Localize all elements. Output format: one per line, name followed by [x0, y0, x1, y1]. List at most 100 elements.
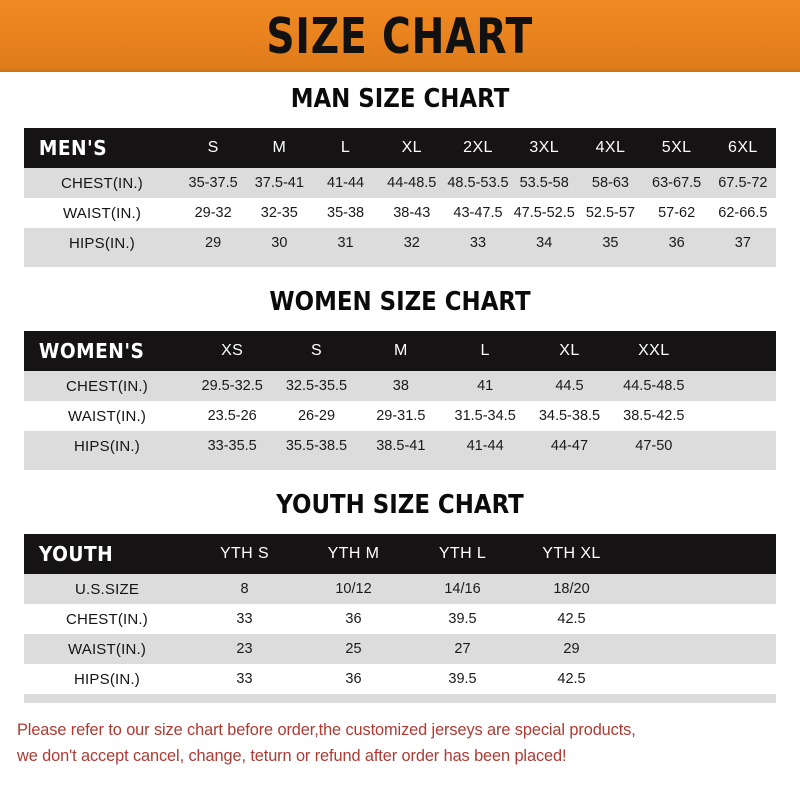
women-cell-0-3: 41: [477, 378, 494, 394]
men-cell-0-2: 41-44: [327, 175, 365, 191]
men-cell-2-6: 35: [602, 235, 619, 251]
women-row-label-0: CHEST(IN.): [66, 377, 148, 395]
youth-cell-0-4: [626, 574, 776, 604]
men-size-chart: MEN'S S M L XL 2XL 3XL 4XL 5XL 6XL CHEST…: [24, 128, 776, 267]
men-row-label-1: WAIST(IN.): [62, 204, 142, 222]
men-cell-1-5: 47.5-52.5: [513, 205, 575, 221]
table-row: CHEST(IN.) 29.5-32.5 32.5-35.5 38 41 44.…: [24, 371, 776, 401]
youth-cell-1-0: 33: [236, 611, 253, 627]
women-table-header: WOMEN'S XS S M L XL XXL: [24, 331, 776, 371]
women-table-bottom-strip: [24, 461, 776, 470]
men-cell-0-7: 63-67.5: [652, 175, 702, 191]
men-cell-1-0: 29-32: [194, 205, 232, 221]
youth-table-bottom-strip: [24, 694, 776, 703]
men-row-label-0: CHEST(IN.): [61, 174, 143, 192]
youth-size-col-1: YTH M: [327, 545, 380, 562]
youth-header-label: YOUTH: [38, 542, 114, 566]
youth-cell-1-2: 39.5: [448, 611, 477, 627]
women-size-col-2: M: [393, 342, 408, 359]
table-header-row: MEN'S S M L XL 2XL 3XL 4XL 5XL 6XL: [24, 128, 776, 168]
disclaimer-line-1: Please refer to our size chart before or…: [17, 721, 636, 739]
youth-size-col-3: YTH XL: [542, 545, 601, 562]
size-chart-banner: SIZE CHART: [0, 0, 800, 72]
women-cell-2-5: 47-50: [635, 438, 673, 454]
table-row: CHEST(IN.) 33 36 39.5 42.5: [24, 604, 776, 634]
women-cell-0-2: 38: [392, 378, 409, 394]
table-row: U.S.SIZE 8 10/12 14/16 18/20: [24, 574, 776, 604]
men-cell-1-8: 62-66.5: [718, 205, 768, 221]
men-cell-1-2: 35-38: [327, 205, 365, 221]
youth-cell-2-1: 25: [345, 641, 362, 657]
youth-size-table: YOUTH YTH S YTH M YTH L YTH XL U.S.SIZE …: [24, 534, 776, 694]
men-cell-2-4: 33: [469, 235, 487, 251]
table-header-row: WOMEN'S XS S M L XL XXL: [24, 331, 776, 371]
men-size-col-3: XL: [401, 139, 422, 156]
table-row: WAIST(IN.) 29-32 32-35 35-38 38-43 43-47…: [24, 198, 776, 228]
men-cell-0-1: 37.5-41: [254, 175, 304, 191]
men-cell-2-1: 30: [271, 235, 288, 251]
men-cell-0-5: 53.5-58: [519, 175, 569, 191]
table-row: HIPS(IN.) 29 30 31 32 33 34 35 36 37: [24, 228, 776, 258]
table-row: WAIST(IN.) 23.5-26 26-29 29-31.5 31.5-34…: [24, 401, 776, 431]
youth-cell-2-0: 23: [236, 641, 253, 657]
women-size-col-1: S: [310, 342, 323, 359]
men-cell-2-5: 34: [536, 235, 553, 251]
men-header-label: MEN'S: [38, 136, 108, 160]
youth-cell-2-4: [626, 634, 776, 664]
table-row: CHEST(IN.) 35-37.5 37.5-41 41-44 44-48.5…: [24, 168, 776, 198]
youth-row-label-2: WAIST(IN.): [67, 640, 147, 658]
women-size-col-4: XL: [559, 342, 580, 359]
women-cell-0-1: 32.5-35.5: [285, 378, 348, 394]
women-row-label-2: HIPS(IN.): [74, 437, 140, 455]
youth-cell-1-3: 42.5: [557, 611, 586, 627]
youth-size-col-2: YTH L: [438, 545, 487, 562]
men-size-col-1: M: [272, 139, 287, 156]
women-cell-1-2: 29-31.5: [376, 408, 426, 424]
youth-table-body: U.S.SIZE 8 10/12 14/16 18/20 CHEST(IN.) …: [24, 574, 776, 694]
women-cell-0-5: 44.5-48.5: [623, 378, 685, 394]
women-size-col-6: [696, 331, 776, 371]
men-cell-2-0: 29: [205, 235, 222, 251]
men-cell-1-7: 57-62: [658, 205, 696, 221]
men-row-label-2: HIPS(IN.): [69, 234, 135, 252]
youth-cell-2-3: 29: [563, 641, 580, 657]
men-cell-0-4: 48.5-53.5: [447, 175, 509, 191]
disclaimer-line-2: we don't accept cancel, change, teturn o…: [17, 747, 567, 765]
youth-cell-2-2: 27: [454, 641, 471, 657]
men-size-col-0: S: [207, 139, 219, 156]
women-cell-2-2: 38.5-41: [376, 438, 426, 454]
section-title-youth: YOUTH SIZE CHART: [276, 490, 524, 520]
youth-cell-0-1: 10/12: [335, 581, 372, 597]
men-cell-2-3: 32: [403, 235, 420, 251]
men-size-col-5: 3XL: [529, 139, 560, 156]
men-table-body: CHEST(IN.) 35-37.5 37.5-41 41-44 44-48.5…: [24, 168, 776, 258]
men-size-col-4: 2XL: [463, 139, 493, 156]
women-table-body: CHEST(IN.) 29.5-32.5 32.5-35.5 38 41 44.…: [24, 371, 776, 461]
women-cell-1-4: 34.5-38.5: [538, 408, 601, 424]
women-cell-1-6: [696, 401, 776, 431]
men-cell-2-2: 31: [337, 235, 354, 251]
men-size-col-7: 5XL: [661, 139, 692, 156]
men-cell-0-0: 35-37.5: [188, 175, 238, 191]
men-table-bottom-strip: [24, 258, 776, 267]
section-title-women: WOMEN SIZE CHART: [269, 287, 531, 317]
youth-row-label-1: CHEST(IN.): [66, 610, 148, 628]
men-size-table: MEN'S S M L XL 2XL 3XL 4XL 5XL 6XL CHEST…: [24, 128, 776, 258]
table-row: HIPS(IN.) 33-35.5 35.5-38.5 38.5-41 41-4…: [24, 431, 776, 461]
women-cell-1-1: 26-29: [297, 408, 336, 424]
table-header-row: YOUTH YTH S YTH M YTH L YTH XL: [24, 534, 776, 574]
women-cell-2-4: 44-47: [550, 438, 589, 454]
women-cell-0-6: [696, 371, 776, 401]
women-cell-1-3: 31.5-34.5: [454, 408, 516, 424]
women-size-chart: WOMEN'S XS S M L XL XXL CHEST(IN.) 29.5-…: [24, 331, 776, 470]
youth-cell-1-1: 36: [345, 611, 362, 627]
youth-cell-3-2: 39.5: [448, 671, 477, 687]
men-size-col-6: 4XL: [595, 139, 626, 156]
youth-size-chart: YOUTH YTH S YTH M YTH L YTH XL U.S.SIZE …: [24, 534, 776, 703]
youth-cell-0-3: 18/20: [553, 581, 590, 597]
youth-cell-0-0: 8: [240, 581, 249, 597]
page-title: SIZE CHART: [266, 7, 534, 65]
table-row: WAIST(IN.) 23 25 27 29: [24, 634, 776, 664]
women-size-table: WOMEN'S XS S M L XL XXL CHEST(IN.) 29.5-…: [24, 331, 776, 461]
youth-row-label-0: U.S.SIZE: [74, 580, 140, 598]
